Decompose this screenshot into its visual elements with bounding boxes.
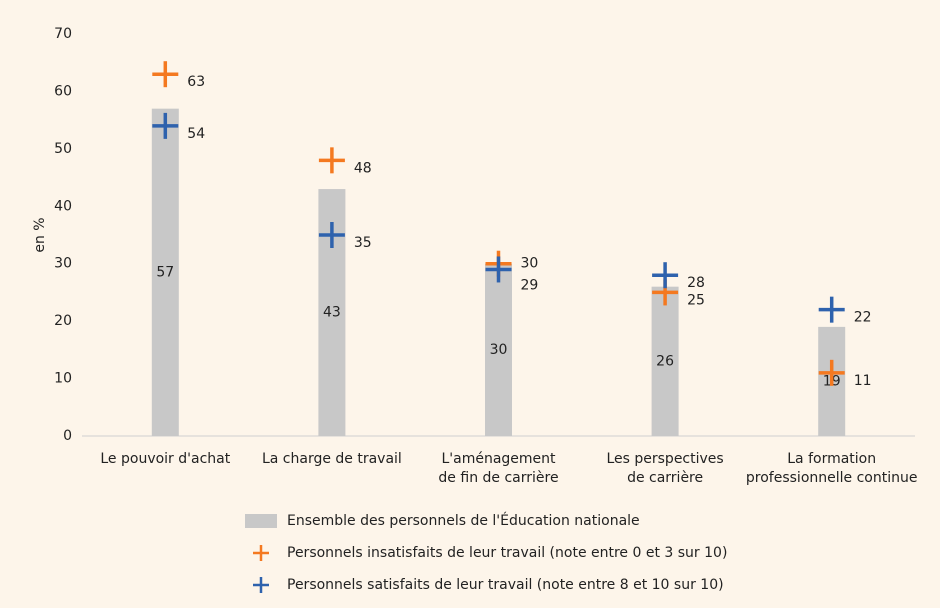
y-axis-label: en % xyxy=(32,217,48,252)
data-label: 28 xyxy=(687,275,705,291)
data-label: 48 xyxy=(354,160,372,176)
x-tick-label: L'aménagement xyxy=(441,451,556,467)
cross-marker xyxy=(818,296,845,323)
x-tick-label: de carrière xyxy=(627,470,703,486)
legend-label: Ensemble des personnels de l'Éducation n… xyxy=(287,512,640,529)
cross-marker xyxy=(485,256,512,283)
y-tick-label: 40 xyxy=(54,198,72,214)
x-tick-label: professionnelle continue xyxy=(746,470,918,486)
y-tick-label: 10 xyxy=(54,371,72,387)
data-label: 11 xyxy=(854,373,872,389)
y-tick-label: 20 xyxy=(54,313,72,329)
x-tick-label: de fin de carrière xyxy=(438,470,558,486)
y-tick-label: 70 xyxy=(54,26,72,42)
cross-marker xyxy=(818,359,845,386)
legend-label: Personnels satisfaits de leur travail (n… xyxy=(287,577,724,593)
x-tick-label: La formation xyxy=(787,451,876,467)
data-label: 29 xyxy=(521,277,539,293)
x-tick-label: La charge de travail xyxy=(262,451,402,467)
bar-label: 57 xyxy=(156,264,174,280)
x-tick-label: Le pouvoir d'achat xyxy=(100,451,230,467)
cross-marker xyxy=(152,61,179,88)
bar xyxy=(151,108,179,437)
cross-marker xyxy=(318,147,345,174)
data-label: 30 xyxy=(521,256,539,272)
bar-label: 26 xyxy=(656,353,674,369)
y-tick-label: 30 xyxy=(54,256,72,272)
bar xyxy=(485,263,512,436)
cross-marker xyxy=(318,222,345,248)
legend-label: Personnels insatisfaits de leur travail … xyxy=(287,545,727,561)
bar xyxy=(651,286,679,436)
data-label: 35 xyxy=(354,235,372,251)
cross-marker xyxy=(652,262,679,289)
data-label: 54 xyxy=(187,126,205,142)
cross-marker xyxy=(152,112,179,139)
y-tick-label: 60 xyxy=(54,83,72,99)
bar-label: 30 xyxy=(490,342,508,358)
x-tick-label: Les perspectives xyxy=(606,451,723,467)
y-tick-label: 50 xyxy=(54,141,72,157)
data-label: 25 xyxy=(687,292,705,308)
data-label: 22 xyxy=(854,310,872,326)
bar-label: 43 xyxy=(323,305,341,321)
legend-swatch xyxy=(245,514,277,528)
data-label: 63 xyxy=(187,74,205,90)
y-tick-label: 0 xyxy=(63,428,72,444)
